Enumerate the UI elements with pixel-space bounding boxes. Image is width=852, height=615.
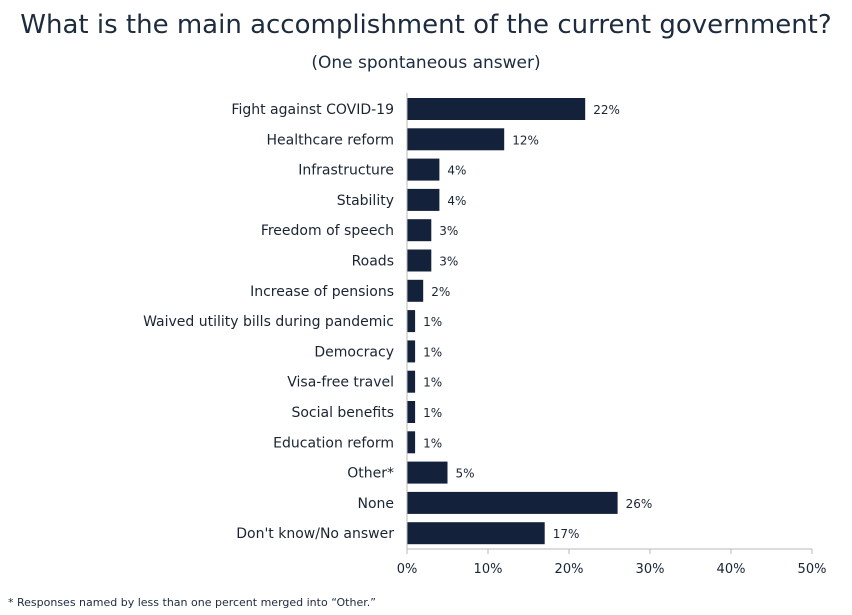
data-label: 26% — [626, 497, 653, 511]
chart-subtitle: (One spontaneous answer) — [311, 53, 541, 73]
bar — [407, 370, 416, 393]
bar — [407, 98, 586, 120]
bar — [407, 279, 424, 302]
x-tick-label: 40% — [717, 562, 746, 577]
category-label: Freedom of speech — [261, 223, 394, 239]
bar — [407, 249, 432, 272]
bar — [407, 158, 440, 181]
chart-title: What is the main accomplishment of the c… — [20, 10, 832, 40]
bar — [407, 522, 545, 545]
data-label: 17% — [553, 527, 580, 541]
category-label: Democracy — [314, 344, 394, 360]
data-label: 2% — [431, 285, 450, 299]
category-label: Healthcare reform — [267, 132, 394, 148]
bar — [407, 188, 440, 211]
x-tick-label: 20% — [555, 562, 584, 577]
x-tick-label: 0% — [397, 562, 418, 577]
data-label: 1% — [423, 315, 442, 329]
category-label: Other* — [347, 466, 394, 482]
data-label: 4% — [447, 194, 466, 208]
data-label: 1% — [423, 376, 442, 390]
bar — [407, 461, 448, 484]
bar — [407, 219, 432, 242]
data-label: 22% — [593, 103, 620, 117]
data-label: 1% — [423, 406, 442, 420]
data-label: 3% — [439, 224, 458, 238]
data-label: 5% — [456, 467, 475, 481]
category-label: Stability — [337, 193, 394, 209]
data-label: 3% — [439, 255, 458, 269]
category-label: Waived utility bills during pandemic — [143, 314, 394, 330]
category-label: Roads — [352, 254, 394, 270]
category-label: None — [357, 496, 394, 512]
bar — [407, 310, 416, 333]
category-label: Infrastructure — [298, 163, 394, 179]
bar — [407, 401, 416, 423]
x-tick-label: 30% — [636, 562, 665, 577]
category-label: Don't know/No answer — [236, 526, 394, 542]
data-label: 1% — [423, 436, 442, 450]
bar — [407, 431, 416, 454]
category-label: Increase of pensions — [250, 284, 394, 300]
category-label: Education reform — [273, 435, 394, 451]
chart-footnote: * Responses named by less than one perce… — [8, 596, 376, 609]
data-label: 4% — [447, 164, 466, 178]
category-label: Fight against COVID-19 — [231, 102, 394, 118]
bar — [407, 128, 505, 151]
x-tick-label: 50% — [798, 562, 827, 577]
bar — [407, 340, 416, 363]
bar — [407, 491, 618, 514]
data-label: 12% — [512, 133, 539, 147]
category-label: Visa-free travel — [287, 375, 394, 391]
category-label: Social benefits — [291, 405, 394, 421]
data-label: 1% — [423, 345, 442, 359]
x-tick-label: 10% — [474, 562, 503, 577]
